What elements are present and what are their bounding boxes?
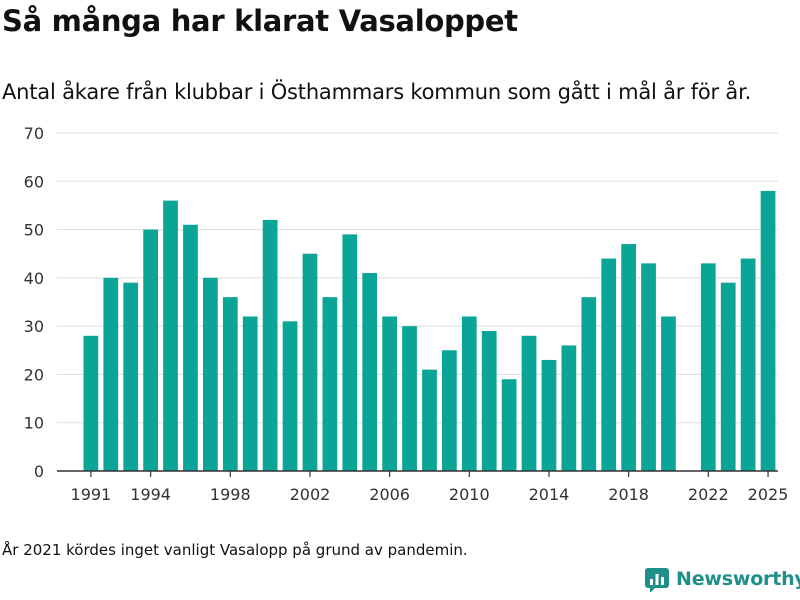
bar — [442, 350, 457, 471]
bar — [641, 263, 656, 471]
y-tick-label: 40 — [24, 269, 44, 288]
y-tick-label: 30 — [24, 317, 44, 336]
x-tick-label: 2006 — [369, 485, 410, 504]
bar — [481, 330, 497, 471]
y-tick-label: 60 — [24, 172, 44, 191]
bar — [521, 335, 537, 471]
y-tick-label: 70 — [24, 124, 44, 143]
bar — [760, 190, 776, 471]
y-tick-label: 50 — [24, 221, 44, 240]
x-tick-label: 2014 — [529, 485, 570, 504]
bar — [740, 258, 756, 471]
bar — [402, 326, 417, 471]
bar — [322, 297, 338, 471]
brand-logo: Newsworthy — [644, 566, 800, 592]
bar-chart: 0 10 20 30 40 50 60 70 1991 1994 1998 2002 2006 2010 2… — [24, 124, 789, 504]
bar — [183, 224, 198, 471]
brand-name: Newsworthy — [676, 568, 800, 590]
bar — [382, 316, 397, 471]
bar — [123, 282, 139, 471]
bar — [621, 244, 636, 471]
bar — [302, 253, 318, 471]
bar — [720, 282, 736, 471]
bar — [83, 335, 99, 471]
x-tick-label: 2010 — [449, 485, 490, 504]
x-tick-label: 2025 — [748, 485, 789, 504]
bar — [501, 379, 517, 471]
x-tick-label: 2018 — [608, 485, 649, 504]
bar — [362, 273, 378, 471]
bar — [143, 229, 158, 471]
bar — [342, 234, 358, 471]
bar — [262, 219, 278, 471]
x-tick-label: 2002 — [290, 485, 331, 504]
bar — [581, 297, 597, 471]
x-tick-label: 2022 — [688, 485, 729, 504]
y-tick-label: 0 — [34, 462, 44, 481]
x-tick-label: 1998 — [210, 485, 251, 504]
x-tick-label: 1991 — [71, 485, 112, 504]
y-tick-label: 10 — [24, 414, 44, 433]
bar — [222, 297, 238, 471]
bar — [461, 316, 477, 471]
bar — [601, 258, 617, 471]
bar — [103, 277, 119, 471]
footnote: År 2021 kördes inget vanligt Vasalopp på… — [2, 541, 468, 559]
x-tick-label: 1994 — [130, 485, 171, 504]
bar — [661, 316, 676, 471]
bar — [422, 369, 437, 471]
bar — [242, 316, 258, 471]
chart-title: Så många har klarat Vasaloppet — [2, 4, 518, 38]
y-tick-label: 20 — [24, 365, 44, 384]
bar — [561, 345, 577, 471]
bar — [700, 263, 716, 471]
newsworthy-logo-icon — [645, 568, 669, 592]
bar — [163, 200, 178, 471]
bar — [541, 359, 557, 471]
chart-subtitle: Antal åkare från klubbar i Östhammars ko… — [2, 80, 752, 104]
bar — [203, 277, 218, 471]
bar — [282, 321, 298, 471]
